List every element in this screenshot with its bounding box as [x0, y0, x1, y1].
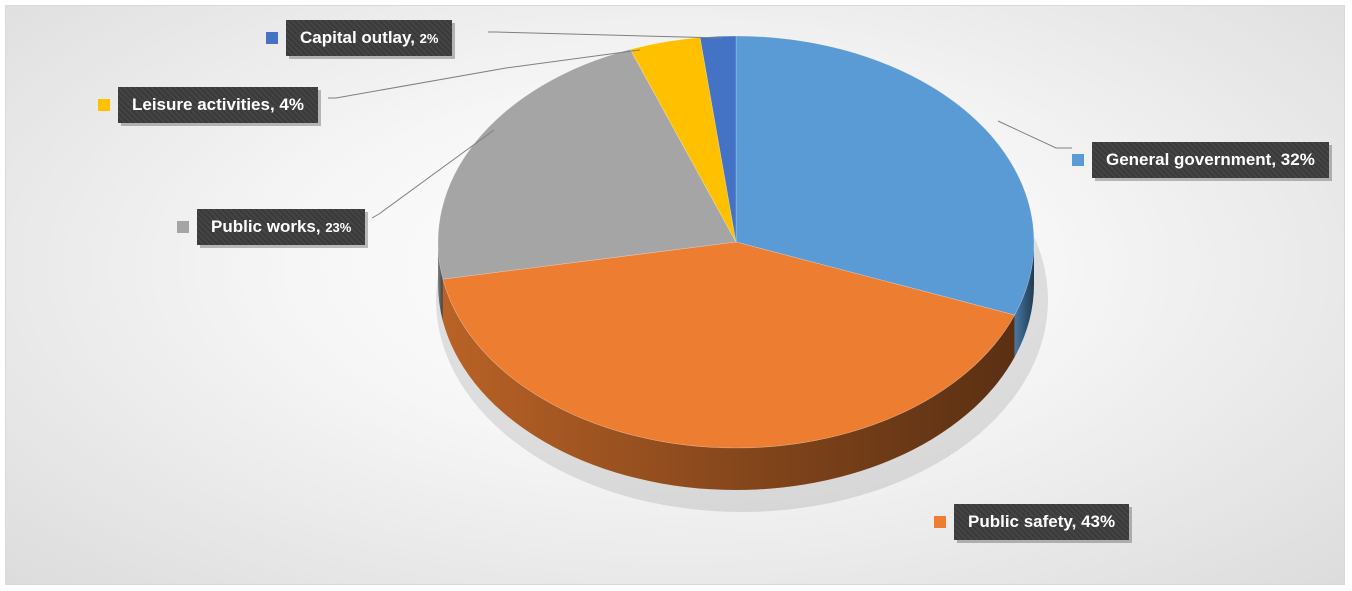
leader-public-works	[371, 129, 495, 219]
pie-side-public-safety	[442, 279, 1015, 491]
label-box-public-works: Public works, 23%	[197, 209, 366, 245]
label-text-general-government: General government,	[1106, 150, 1281, 169]
swatch-public-safety	[934, 516, 946, 528]
label-text-leisure-activities: Leisure activities,	[132, 95, 280, 114]
pie-sides	[438, 242, 1034, 491]
label-text-public-works: Public works,	[211, 217, 326, 236]
pie-slice-general-government	[735, 35, 1035, 316]
pie-slice-public-works	[437, 49, 737, 280]
label-box-public-safety: Public safety, 43%	[954, 504, 1130, 540]
label-capital-outlay: Capital outlay, 2%	[266, 20, 453, 56]
label-pct-public-safety: 43%	[1081, 512, 1116, 531]
leader-general-government	[997, 120, 1072, 149]
label-public-works: Public works, 23%	[177, 209, 366, 245]
label-pct-leisure-activities: 4%	[279, 95, 304, 114]
label-pct-general-government: 32%	[1280, 150, 1315, 169]
pie-tops	[437, 35, 1035, 449]
pie-side-public-works	[438, 242, 443, 322]
label-pct-capital-outlay: 2%	[419, 31, 439, 46]
label-box-leisure-activities: Leisure activities, 4%	[118, 87, 318, 123]
label-text-capital-outlay: Capital outlay,	[300, 28, 420, 47]
swatch-capital-outlay	[266, 32, 278, 44]
pie-chart	[328, 31, 1072, 512]
swatch-public-works	[177, 221, 189, 233]
label-box-general-government: General government, 32%	[1092, 142, 1329, 178]
label-text-public-safety: Public safety,	[968, 512, 1082, 531]
label-general-government: General government, 32%	[1072, 142, 1329, 178]
swatch-general-government	[1072, 154, 1084, 166]
pie-slice-public-safety	[442, 241, 1016, 449]
pie-side-general-government	[1014, 242, 1034, 358]
chart-area: Capital outlay, 2% Leisure activities, 4…	[5, 5, 1345, 585]
label-public-safety: Public safety, 43%	[934, 504, 1130, 540]
label-leisure-activities: Leisure activities, 4%	[98, 87, 318, 123]
leader-leisure-activities	[328, 49, 641, 99]
swatch-leisure-activities	[98, 99, 110, 111]
label-pct-public-works: 23%	[325, 220, 352, 235]
leader-capital-outlay	[488, 31, 723, 39]
label-box-capital-outlay: Capital outlay, 2%	[286, 20, 453, 56]
